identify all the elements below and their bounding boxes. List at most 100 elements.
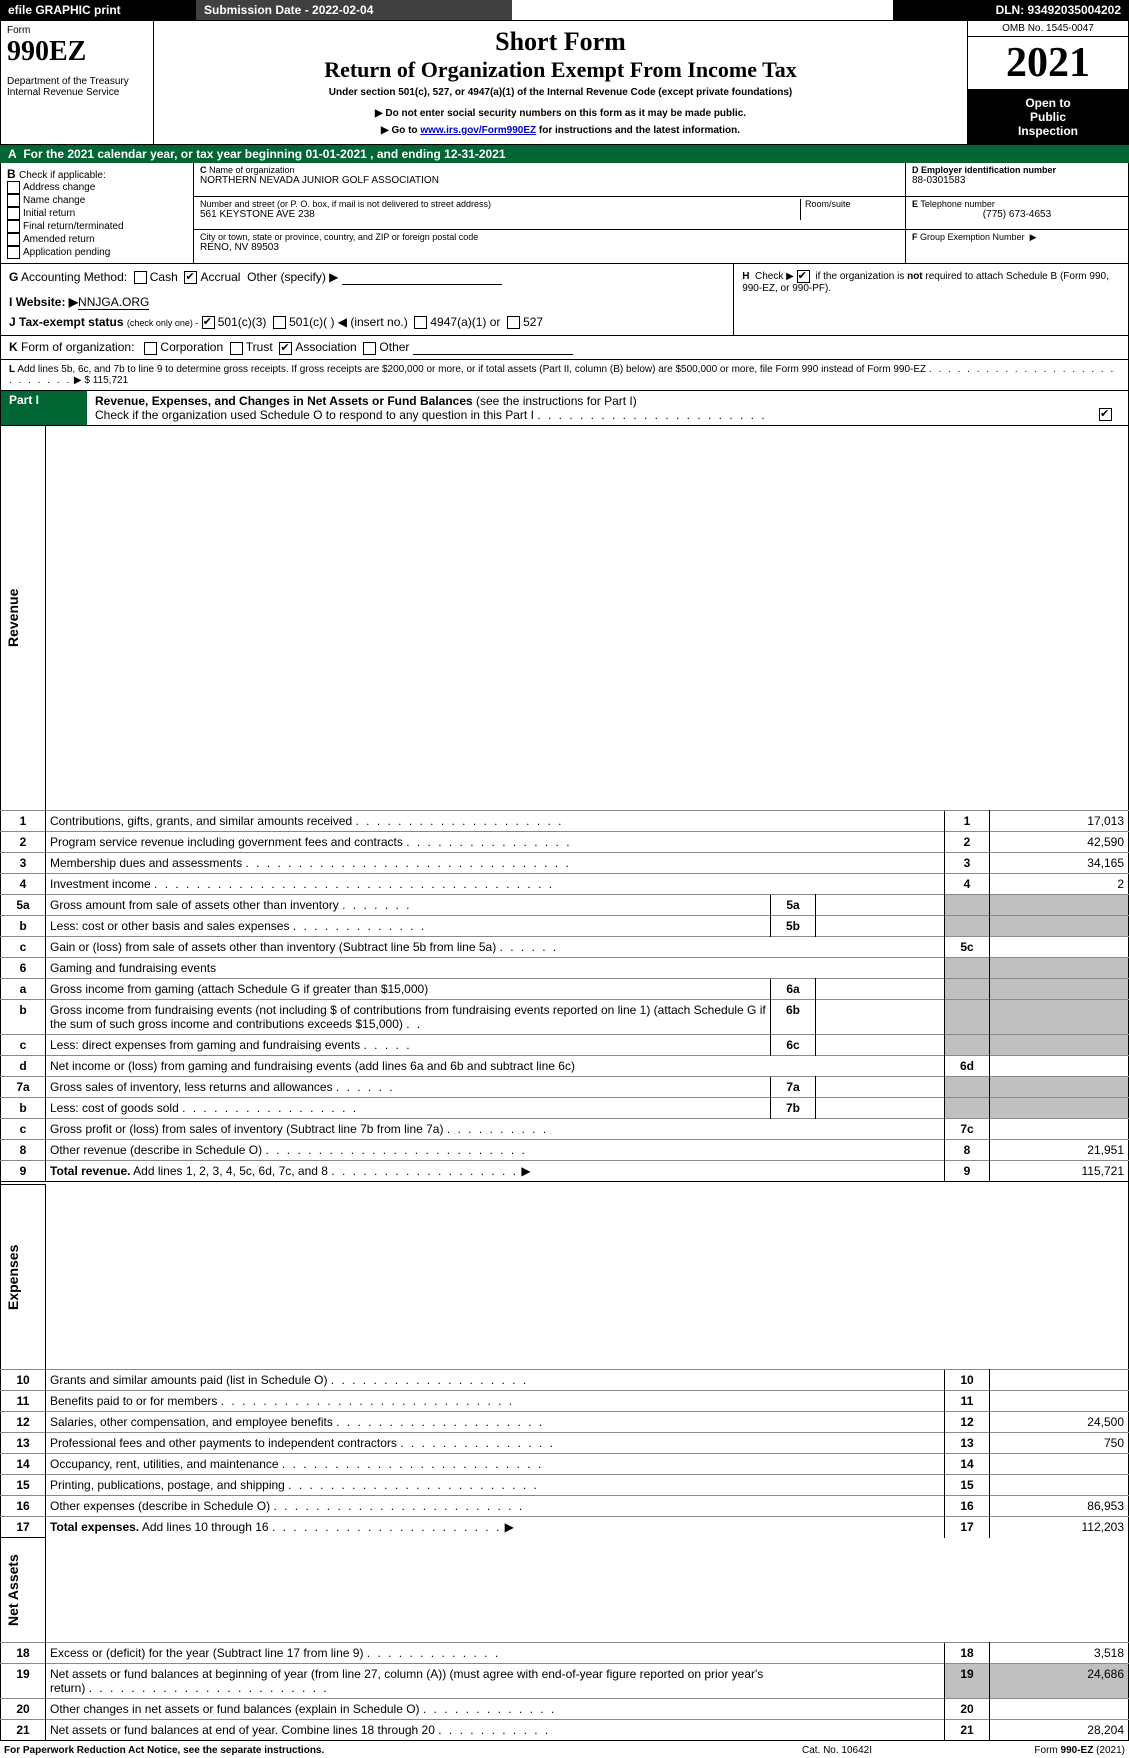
goto-tail: for instructions and the latest informat… — [536, 125, 740, 136]
line-box-number: 19 — [945, 1664, 990, 1699]
cash-checkbox[interactable] — [134, 271, 147, 284]
501c3-checkbox[interactable] — [202, 316, 215, 329]
line-description: Other expenses (describe in Schedule O) … — [46, 1496, 771, 1517]
dept-treasury: Department of the Treasury — [7, 76, 147, 87]
line-number: b — [1, 1000, 46, 1035]
line-box-number: 11 — [945, 1391, 990, 1412]
k-option-checkbox[interactable] — [144, 342, 157, 355]
phone: (775) 673-4653 — [912, 209, 1122, 220]
line-box-number — [945, 1000, 990, 1035]
h-checkbox[interactable] — [797, 270, 810, 283]
inspection: Inspection — [972, 124, 1124, 138]
b-option-checkbox[interactable] — [7, 181, 20, 194]
g-cash: Cash — [150, 270, 178, 284]
b-option-checkbox[interactable] — [7, 233, 20, 246]
k-label: Form of organization: — [21, 340, 134, 354]
line-description: Gain or (loss) from sale of assets other… — [46, 937, 771, 958]
line-description: Total revenue. Add lines 1, 2, 3, 4, 5c,… — [46, 1161, 771, 1182]
footer-right: Form — [1034, 1745, 1060, 1756]
mid-box-value — [816, 1000, 945, 1035]
netassets-label: Net Assets — [5, 1540, 21, 1640]
line-value: 750 — [990, 1433, 1129, 1454]
footer-form: 990-EZ — [1061, 1745, 1094, 1756]
k-option-checkbox[interactable] — [363, 342, 376, 355]
line-box-number: 15 — [945, 1475, 990, 1496]
b-option-checkbox[interactable] — [7, 207, 20, 220]
part-i-check-dots: . . . . . . . . . . . . . . . . . . . . … — [537, 408, 766, 422]
city: RENO, NV 89503 — [200, 242, 899, 253]
e-label: Telephone number — [920, 199, 995, 209]
entity-block: B Check if applicable: Address changeNam… — [0, 163, 1129, 264]
tax-year: 2021 — [968, 37, 1128, 90]
line-number: 14 — [1, 1454, 46, 1475]
line-number: 15 — [1, 1475, 46, 1496]
mid-box-label: 5b — [771, 916, 816, 937]
line-description: Occupancy, rent, utilities, and maintena… — [46, 1454, 771, 1475]
line-description: Gross profit or (loss) from sales of inv… — [46, 1119, 771, 1140]
line-number: 18 — [1, 1643, 46, 1664]
line-number: 8 — [1, 1140, 46, 1161]
line-description: Professional fees and other payments to … — [46, 1433, 771, 1454]
short-form-title: Short Form — [164, 27, 957, 57]
ein: 88-0301583 — [912, 175, 1122, 186]
b-option-checkbox[interactable] — [7, 194, 20, 207]
527-checkbox[interactable] — [507, 316, 520, 329]
line-value: 21,951 — [990, 1140, 1129, 1161]
irs-label: Internal Revenue Service — [7, 87, 147, 98]
line-description: Other revenue (describe in Schedule O) .… — [46, 1140, 771, 1161]
street-label: Number and street (or P. O. box, if mail… — [200, 199, 800, 209]
line-value — [990, 979, 1129, 1000]
line-k: K Form of organization: Corporation Trus… — [0, 336, 1129, 360]
mid-box-label: 6c — [771, 1035, 816, 1056]
line-number: 2 — [1, 832, 46, 853]
b-option-checkbox[interactable] — [7, 246, 20, 259]
line-number: 17 — [1, 1517, 46, 1538]
line-description: Less: cost or other basis and sales expe… — [46, 916, 771, 937]
mid-box-label: 7a — [771, 1077, 816, 1098]
goto-link[interactable]: www.irs.gov/Form990EZ — [420, 125, 536, 136]
line-value — [990, 1035, 1129, 1056]
accrual-checkbox[interactable] — [184, 271, 197, 284]
line-number: a — [1, 979, 46, 1000]
b-option-checkbox[interactable] — [7, 220, 20, 233]
header-block: Form 990EZ Department of the Treasury In… — [0, 20, 1129, 145]
line-number: 10 — [1, 1370, 46, 1391]
line-description: Total expenses. Add lines 10 through 16 … — [46, 1517, 771, 1538]
i-label: Website: ▶ — [16, 295, 78, 309]
line-value: 28,204 — [990, 1720, 1129, 1741]
line-value — [990, 1056, 1129, 1077]
efile-label: efile GRAPHIC print — [0, 0, 196, 20]
line-box-number: 21 — [945, 1720, 990, 1741]
line-box-number: 6d — [945, 1056, 990, 1077]
h-tail: if the organization is — [815, 271, 907, 282]
k-option-checkbox[interactable] — [279, 342, 292, 355]
j-o4: 527 — [523, 315, 543, 329]
goto-prefix: ▶ Go to — [381, 125, 420, 136]
top-bar: efile GRAPHIC print Submission Date - 20… — [0, 0, 1129, 20]
mid-box-label: 6b — [771, 1000, 816, 1035]
mid-box-value — [816, 916, 945, 937]
ssn-warning: ▶ Do not enter social security numbers o… — [164, 108, 957, 119]
footer-year: (2021) — [1093, 1745, 1125, 1756]
line-description: Net assets or fund balances at end of ye… — [46, 1720, 771, 1741]
website-link[interactable]: NNJGA.ORG — [78, 295, 149, 310]
line-description: Gross income from fundraising events (no… — [46, 1000, 771, 1035]
line-box-number: 13 — [945, 1433, 990, 1454]
part-i-checkbox[interactable] — [1099, 408, 1112, 421]
line-number: c — [1, 1119, 46, 1140]
line-value — [990, 937, 1129, 958]
j-o3: 4947(a)(1) or — [430, 315, 500, 329]
line-box-number: 14 — [945, 1454, 990, 1475]
line-number: 9 — [1, 1161, 46, 1182]
c-name-label: Name of organization — [209, 165, 295, 175]
line-value — [990, 1119, 1129, 1140]
4947-checkbox[interactable] — [414, 316, 427, 329]
501c-checkbox[interactable] — [273, 316, 286, 329]
part-i-heading-tail: (see the instructions for Part I) — [476, 394, 637, 408]
line-value — [990, 1391, 1129, 1412]
line-description: Contributions, gifts, grants, and simila… — [46, 811, 771, 832]
line-number: b — [1, 916, 46, 937]
submission-date: Submission Date - 2022-02-04 — [196, 0, 512, 20]
d-label: Employer identification number — [921, 165, 1056, 175]
k-option-checkbox[interactable] — [230, 342, 243, 355]
